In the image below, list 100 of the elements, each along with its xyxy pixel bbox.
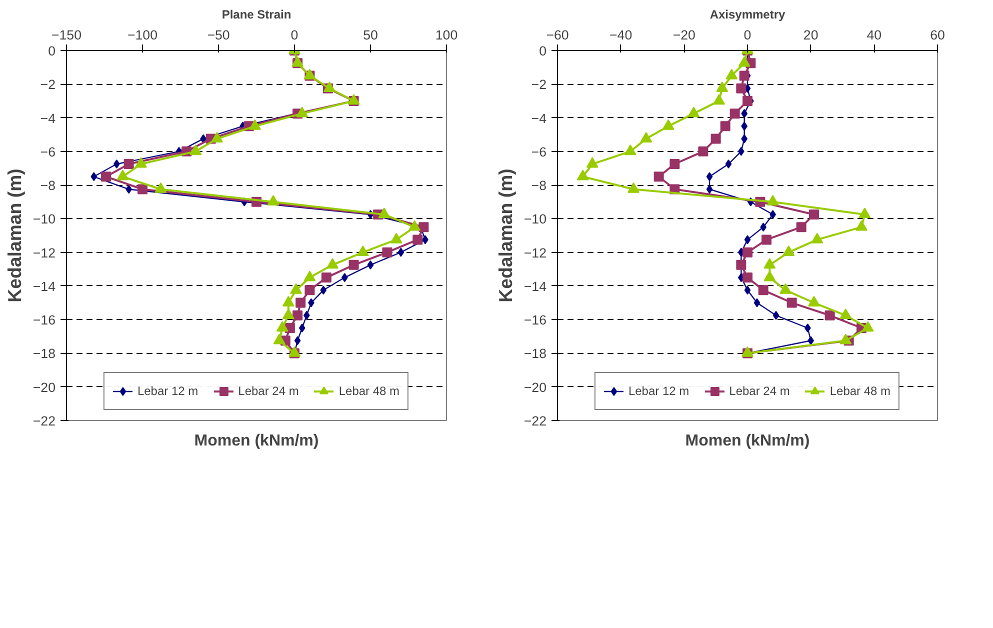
point — [113, 160, 120, 169]
point — [303, 310, 310, 320]
y-tick-label: −22 — [524, 414, 546, 428]
point — [323, 81, 336, 92]
point — [856, 220, 868, 231]
x-tick-label: 60 — [930, 28, 945, 42]
point — [670, 159, 680, 170]
point — [764, 258, 776, 269]
point — [716, 81, 728, 92]
y-tick-label: −4 — [40, 110, 56, 126]
point — [390, 232, 402, 244]
y-tick-label: −10 — [524, 212, 546, 227]
point — [764, 270, 776, 282]
point — [628, 182, 640, 193]
point — [766, 195, 779, 206]
point — [808, 296, 820, 306]
point — [298, 324, 306, 332]
point — [190, 144, 202, 156]
legend-label: Lebar 48 m — [830, 384, 891, 398]
x-tick-label: 0 — [290, 28, 298, 42]
y-tick-label: −8 — [531, 178, 547, 194]
point — [356, 245, 369, 256]
point — [267, 195, 280, 206]
x-tick-label: −60 — [546, 28, 569, 42]
point — [624, 144, 636, 156]
point — [782, 245, 795, 256]
x-tick-label: −50 — [207, 28, 230, 42]
point — [780, 283, 792, 294]
point — [412, 234, 423, 245]
point — [341, 273, 348, 282]
point — [248, 119, 261, 130]
point — [378, 208, 390, 218]
x-tick-label: 50 — [363, 28, 378, 42]
point — [282, 296, 294, 306]
y-tick-label: −8 — [40, 178, 56, 194]
x-tick-label: −150 — [51, 28, 82, 42]
point — [742, 247, 752, 258]
point — [706, 184, 713, 194]
y-tick-label: −6 — [531, 144, 547, 160]
legend-label: Lebar 12 m — [628, 384, 690, 398]
point — [296, 106, 308, 118]
y-tick-label: −16 — [524, 312, 546, 328]
point — [698, 146, 708, 156]
point — [294, 336, 301, 346]
point — [90, 172, 98, 182]
point — [744, 235, 751, 244]
point — [720, 121, 730, 132]
y-tick-label: −20 — [32, 380, 56, 395]
point — [304, 285, 315, 296]
y-tick-label: −4 — [531, 110, 548, 126]
point — [726, 68, 738, 80]
legend-label: Lebar 48 m — [338, 384, 400, 398]
x-tick-label: −100 — [127, 28, 158, 42]
point — [296, 298, 306, 308]
y-tick-label: −14 — [32, 278, 56, 294]
legend-label: Lebar 24 m — [729, 384, 790, 398]
y-tick-label: −16 — [32, 312, 56, 328]
point — [758, 285, 768, 296]
point — [304, 270, 316, 282]
point — [786, 298, 797, 308]
y-tick-label: 0 — [48, 44, 56, 58]
point — [725, 160, 732, 169]
point — [101, 172, 112, 182]
x-tick-label: 40 — [866, 28, 882, 42]
point — [348, 260, 359, 270]
chart-title: Axisymmetry — [710, 8, 786, 22]
point — [744, 286, 751, 295]
point — [811, 232, 824, 244]
y-tick-label: 0 — [539, 44, 547, 58]
point — [762, 234, 772, 245]
point — [710, 134, 721, 144]
point — [824, 310, 835, 320]
x-tick-label: −40 — [610, 28, 632, 42]
chart-title: Plane Strain — [222, 8, 292, 22]
point — [210, 132, 223, 142]
x-tick-label: 100 — [435, 28, 458, 42]
point — [321, 272, 332, 283]
y-tick-label: −20 — [524, 380, 546, 395]
x-tick-label: −20 — [672, 28, 696, 42]
point — [398, 248, 404, 257]
point — [586, 157, 598, 168]
point — [326, 258, 338, 269]
x-tick-label: 0 — [744, 28, 752, 42]
point — [706, 172, 713, 182]
point — [418, 222, 429, 232]
point — [382, 247, 392, 258]
point — [772, 310, 780, 320]
y-tick-label: −22 — [32, 414, 56, 428]
point — [804, 324, 811, 332]
point — [134, 157, 147, 168]
y-axis-title: Kedalaman (m) — [4, 168, 25, 302]
y-tick-label: −18 — [32, 346, 56, 362]
x-tick-label: 20 — [803, 28, 818, 42]
point — [688, 106, 700, 118]
y-tick-label: −18 — [524, 346, 546, 362]
y-tick-label: −2 — [40, 77, 56, 92]
point — [276, 321, 288, 332]
x-axis-title: Momen (kNm/m) — [685, 432, 810, 450]
point — [116, 170, 129, 180]
point — [290, 283, 302, 294]
